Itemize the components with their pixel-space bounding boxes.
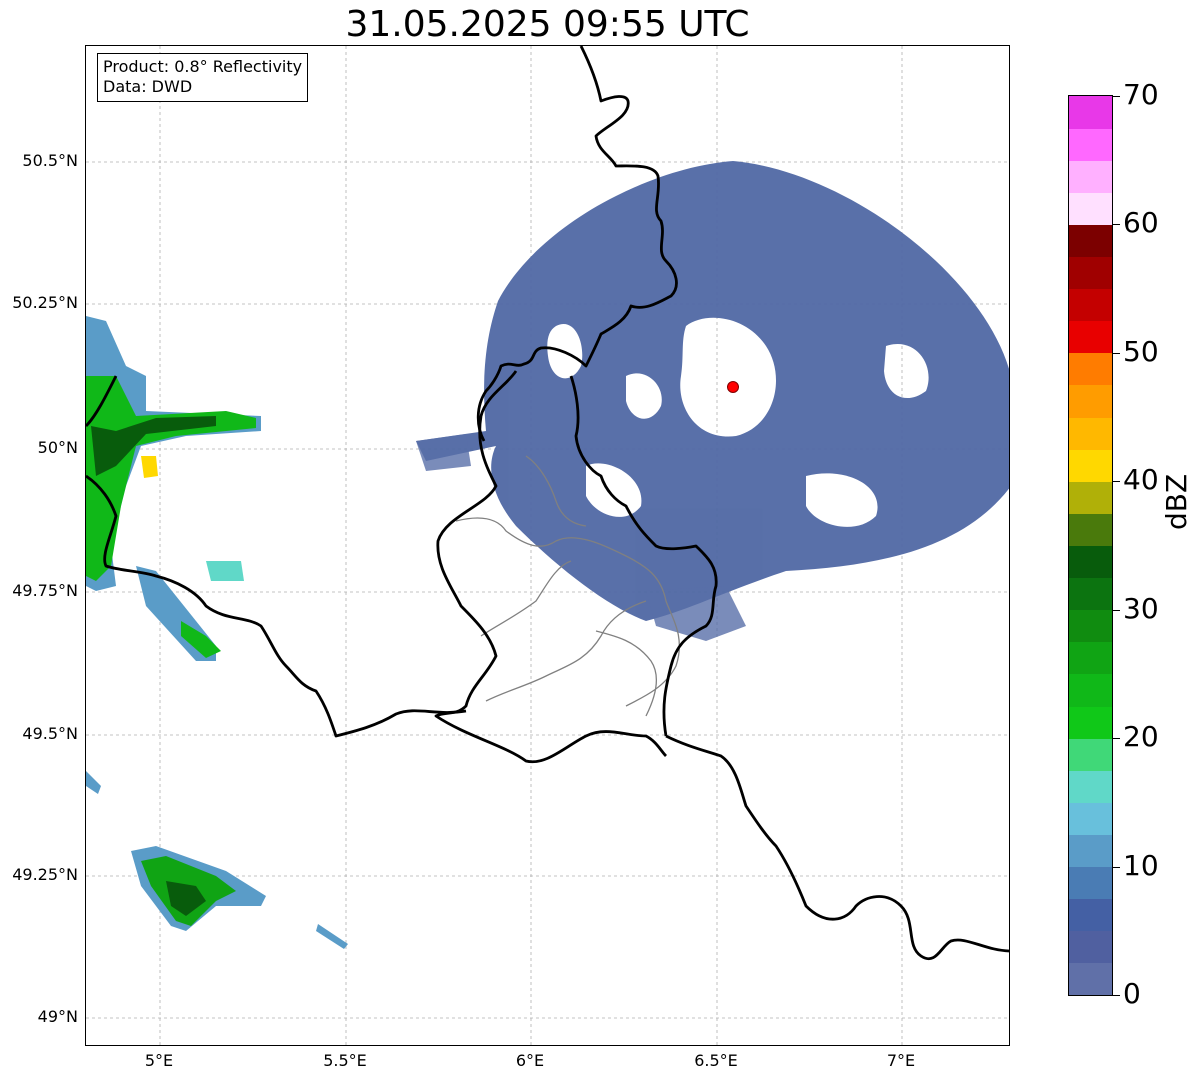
colorbar-tick-label: 70 <box>1123 78 1159 111</box>
colorbar-tick-label: 10 <box>1123 848 1159 882</box>
colorbar-segment <box>1069 481 1112 514</box>
radar-echo-main <box>416 161 1009 641</box>
radar-map[interactable] <box>85 45 1010 1046</box>
colorbar-segment <box>1069 352 1112 386</box>
echo-small-sw <box>86 771 101 794</box>
colorbar-segment <box>1069 320 1112 354</box>
border-luxembourg <box>434 370 668 764</box>
lon-label: 6.5°E <box>694 1051 738 1070</box>
colorbar-tick <box>1113 96 1120 97</box>
colorbar-tick-label: 0 <box>1123 977 1141 1010</box>
lon-label: 6°E <box>515 1051 545 1070</box>
lat-label: 50.5°N <box>22 151 78 170</box>
colorbar-tick <box>1113 738 1120 740</box>
admin-border-5 <box>525 455 587 527</box>
border-france-germany <box>665 734 1009 960</box>
colorbar-segment <box>1069 738 1112 771</box>
info-box: Product: 0.8° Reflectivity Data: DWD <box>97 53 309 102</box>
colorbar-segment <box>1069 866 1112 900</box>
echo-small-west <box>206 561 244 581</box>
colorbar-tick-label: 20 <box>1123 720 1159 754</box>
colorbar-tick-label: 50 <box>1123 334 1159 368</box>
colorbar-segment <box>1069 706 1112 739</box>
colorbar-segment <box>1069 513 1112 546</box>
colorbar-segment <box>1069 770 1112 803</box>
colorbar-segment <box>1069 96 1112 129</box>
lat-label: 49.75°N <box>12 581 78 600</box>
lat-label: 49.25°N <box>12 865 78 884</box>
colorbar-tick <box>1113 224 1120 226</box>
radar-site-marker <box>727 381 739 393</box>
border-france-belgium <box>86 474 467 738</box>
colorbar-segment <box>1069 802 1112 835</box>
lon-label: 7°E <box>886 1051 916 1070</box>
colorbar <box>1068 95 1113 996</box>
admin-border-4 <box>595 630 658 717</box>
colorbar-segment <box>1069 898 1112 932</box>
info-product: Product: 0.8° Reflectivity <box>103 57 303 76</box>
lat-label: 49°N <box>37 1007 78 1026</box>
colorbar-segment <box>1069 192 1112 225</box>
lat-label: 49.5°N <box>22 724 78 743</box>
colorbar-segment <box>1069 417 1112 450</box>
admin-borders <box>455 455 680 717</box>
admin-border-2 <box>480 560 572 637</box>
colorbar-segment <box>1069 449 1112 482</box>
colorbar-tick-label: 60 <box>1123 206 1159 240</box>
colorbar-segment <box>1069 128 1112 161</box>
colorbar-segment <box>1069 673 1112 707</box>
colorbar-segment <box>1069 577 1112 611</box>
admin-border-1 <box>455 517 680 707</box>
border-lux-germany <box>569 375 718 737</box>
colorbar-tick <box>1113 481 1120 483</box>
echo-band-west <box>86 316 261 591</box>
map-canvas <box>86 46 1009 1045</box>
map-title: 31.05.2025 09:55 UTC <box>345 4 750 45</box>
radar-echo-west <box>86 316 348 949</box>
echo-core-dark <box>91 416 216 476</box>
colorbar-segment <box>1069 609 1112 643</box>
border-belgium-germany <box>476 46 678 442</box>
lat-label: 50°N <box>37 438 78 457</box>
colorbar-tick-label: 40 <box>1123 463 1159 497</box>
lon-label: 5.5°E <box>323 1051 367 1070</box>
colorbar-segment <box>1069 288 1112 322</box>
echo-green-streak <box>181 621 221 658</box>
colorbar-tick <box>1113 995 1120 996</box>
colorbar-segment <box>1069 160 1112 193</box>
colorbar-segment <box>1069 256 1112 290</box>
echo-west-fringe <box>416 434 471 471</box>
border-france-belgium-north <box>86 375 118 427</box>
lat-label: 50.25°N <box>12 293 78 312</box>
colorbar-segment <box>1069 930 1112 964</box>
colorbar-tick <box>1113 609 1120 611</box>
colorbar-tick <box>1113 866 1120 868</box>
colorbar-segment <box>1069 641 1112 675</box>
national-borders <box>86 46 1009 960</box>
echo-core-west <box>86 376 256 581</box>
colorbar-tick-label: 30 <box>1123 591 1159 625</box>
echo-hail-core <box>141 456 158 478</box>
lon-label: 5°E <box>144 1051 174 1070</box>
colorbar-title: dBZ <box>1160 473 1193 530</box>
colorbar-segment <box>1069 545 1112 579</box>
colorbar-segment <box>1069 834 1112 868</box>
colorbar-segment <box>1069 224 1112 258</box>
colorbar-tick <box>1113 352 1120 354</box>
echo-sw-dark <box>166 881 206 916</box>
echo-south-fringe <box>646 586 746 641</box>
admin-border-3 <box>485 600 647 702</box>
colorbar-segment <box>1069 962 1112 996</box>
info-data-source: Data: DWD <box>103 77 193 96</box>
colorbar-segment <box>1069 384 1112 418</box>
echo-small-s <box>316 924 348 949</box>
echo-ring-outer <box>416 161 1009 621</box>
